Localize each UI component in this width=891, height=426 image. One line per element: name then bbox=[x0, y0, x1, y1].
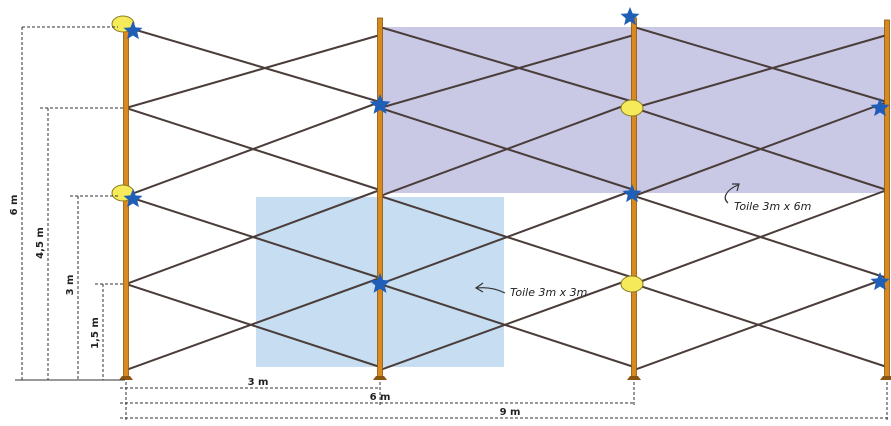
dim-label-3m-horizontal: 3 m bbox=[248, 377, 269, 388]
cable-diagonal bbox=[125, 34, 381, 109]
post bbox=[377, 17, 383, 379]
cable-lattice bbox=[125, 26, 888, 371]
dim-label-45m-vertical: 4,5 m bbox=[35, 227, 46, 259]
anchor-star bbox=[123, 189, 143, 208]
post-footing bbox=[627, 376, 641, 380]
anchor-circle bbox=[620, 275, 644, 293]
cable-diagonal bbox=[633, 277, 888, 371]
horizontal-dimensions bbox=[120, 382, 888, 420]
cable-diagonal bbox=[125, 101, 381, 197]
anchor-markers bbox=[111, 7, 890, 293]
anchor-star bbox=[369, 273, 391, 293]
dim-label-6m-vertical: 6 m bbox=[9, 195, 20, 216]
dim-label-9m-horizontal: 9 m bbox=[500, 407, 521, 418]
cable-diagonal bbox=[379, 283, 635, 368]
anchor-circle bbox=[620, 99, 644, 117]
dim-label-15m-vertical: 1,5 m bbox=[90, 317, 101, 349]
cable-diagonal bbox=[379, 101, 635, 197]
cable-diagonal bbox=[125, 189, 381, 285]
anchor-star bbox=[622, 184, 642, 203]
cable-diagonal bbox=[125, 283, 381, 368]
anchor-star bbox=[870, 98, 890, 117]
post-footing bbox=[880, 376, 891, 380]
label-canvas-large: Toile 3m x 6m bbox=[734, 200, 811, 213]
cable-diagonal bbox=[379, 277, 635, 371]
dim-label-3m-vertical: 3 m bbox=[65, 275, 76, 296]
cable-diagonal bbox=[633, 189, 888, 285]
post bbox=[884, 19, 890, 379]
anchor-star bbox=[123, 21, 143, 40]
cable-diagonal bbox=[633, 34, 888, 109]
post-footing bbox=[119, 376, 133, 380]
cable-diagonal bbox=[633, 26, 888, 103]
cable-diagonal bbox=[633, 283, 888, 368]
arrow-small-canvas bbox=[474, 282, 506, 294]
cable-diagonal bbox=[125, 277, 381, 371]
cable-diagonal bbox=[379, 189, 635, 285]
cable-diagonal bbox=[633, 101, 888, 197]
dim-label-6m-horizontal: 6 m bbox=[370, 392, 391, 403]
anchor-star bbox=[870, 272, 890, 291]
anchor-star bbox=[369, 94, 391, 114]
cable-diagonal bbox=[379, 34, 635, 109]
label-canvas-small: Toile 3m x 3m bbox=[510, 286, 587, 299]
anchor-star bbox=[620, 7, 640, 26]
cable-diagonal bbox=[379, 26, 635, 103]
post-footing bbox=[373, 376, 387, 380]
vertical-dimensions bbox=[15, 26, 125, 381]
cable-diagonal bbox=[125, 26, 381, 103]
arrow-large-canvas bbox=[724, 183, 740, 204]
